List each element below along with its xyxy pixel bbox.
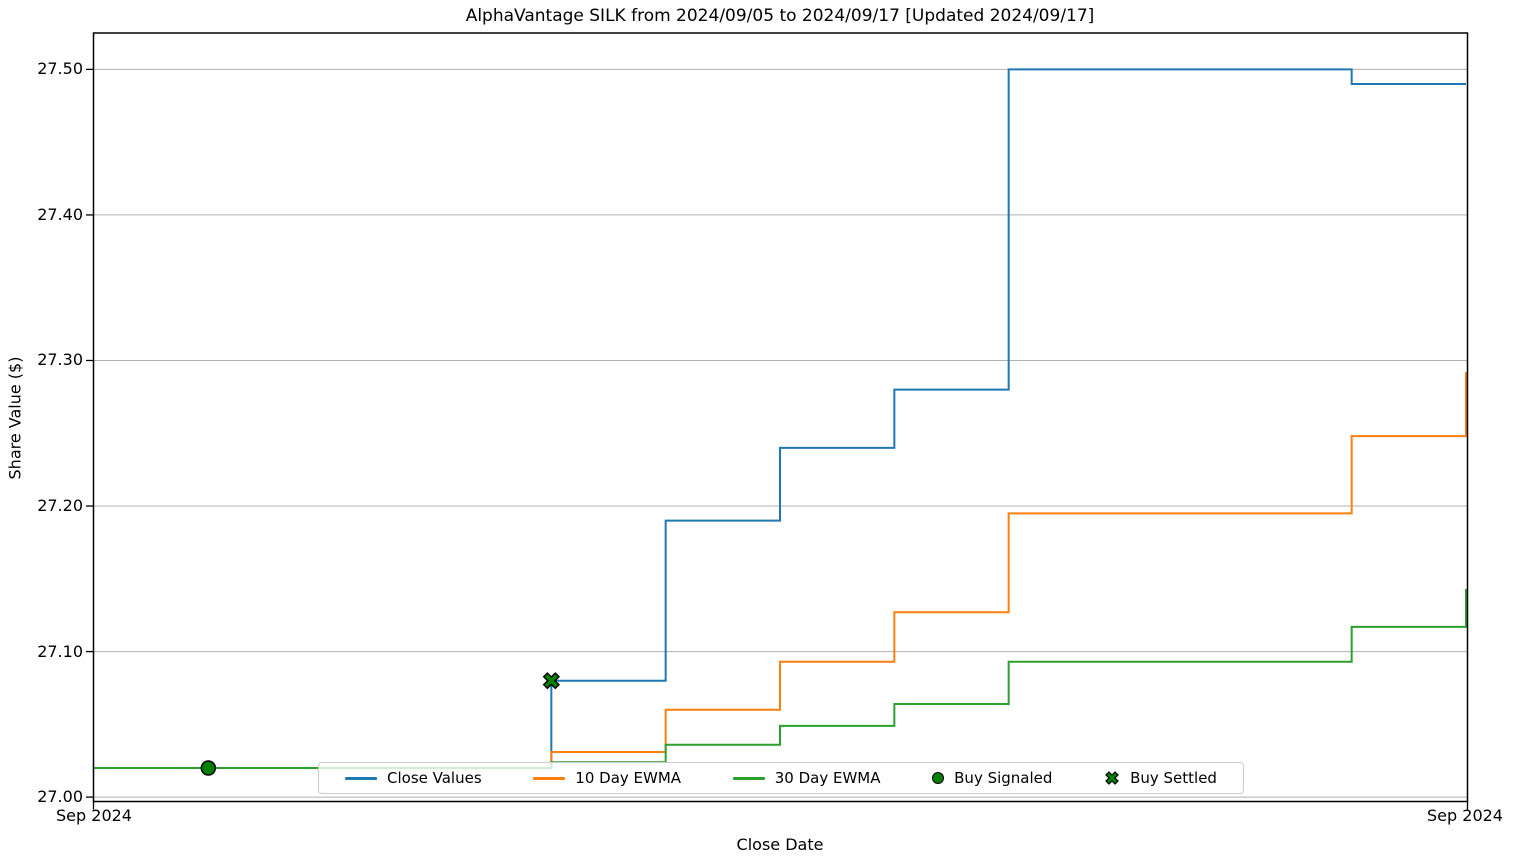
legend-label: 30 Day EWMA <box>774 769 881 787</box>
y-tick-label: 27.40 <box>37 204 83 224</box>
legend-item-buy-settled: Buy Settled <box>1104 769 1217 787</box>
series-lines <box>94 68 1467 770</box>
y-axis-label: Share Value ($) <box>5 356 25 480</box>
legend-item-ewma30: 30 Day EWMA <box>732 769 881 787</box>
legend-item-close-values: Close Values <box>345 769 482 787</box>
x-axis-label: Close Date <box>736 835 824 854</box>
y-tick-label: 27.20 <box>37 496 83 516</box>
y-tick-label: 27.50 <box>37 59 83 79</box>
ewma10-line <box>94 372 1467 770</box>
legend-label: Close Values <box>387 769 482 787</box>
ewma30-line-swatch <box>732 776 765 780</box>
legend: Close Values 10 Day EWMA 30 Day EWMA Buy… <box>318 762 1244 794</box>
buy-markers <box>200 672 560 776</box>
x-tick-right: Sep 2024 <box>1427 806 1503 825</box>
ewma10-line-swatch <box>533 776 566 780</box>
y-tick-label: 27.30 <box>37 350 83 370</box>
legend-label: Buy Settled <box>1130 769 1217 787</box>
legend-item-ewma10: 10 Day EWMA <box>533 769 681 787</box>
close-values-line-swatch <box>345 776 377 780</box>
chart-title: AlphaVantage SILK from 2024/09/05 to 202… <box>465 6 1095 26</box>
y-tick-label: 27.10 <box>37 641 83 661</box>
x-tick-left: Sep 2024 <box>56 806 132 825</box>
buy-signaled-marker <box>200 760 217 776</box>
buy-settled-x-icon <box>1105 771 1119 785</box>
y-tick-label: 27.00 <box>37 787 83 807</box>
buy-settled-marker <box>542 672 560 690</box>
legend-item-buy-signaled: Buy Signaled <box>932 769 1052 787</box>
legend-label: Buy Signaled <box>954 769 1053 787</box>
axis-ticks <box>86 68 1469 810</box>
buy-signaled-circle-icon <box>932 772 945 784</box>
close-values-line <box>94 68 1466 770</box>
legend-label: 10 Day EWMA <box>575 769 682 787</box>
plot-border <box>92 32 1469 803</box>
